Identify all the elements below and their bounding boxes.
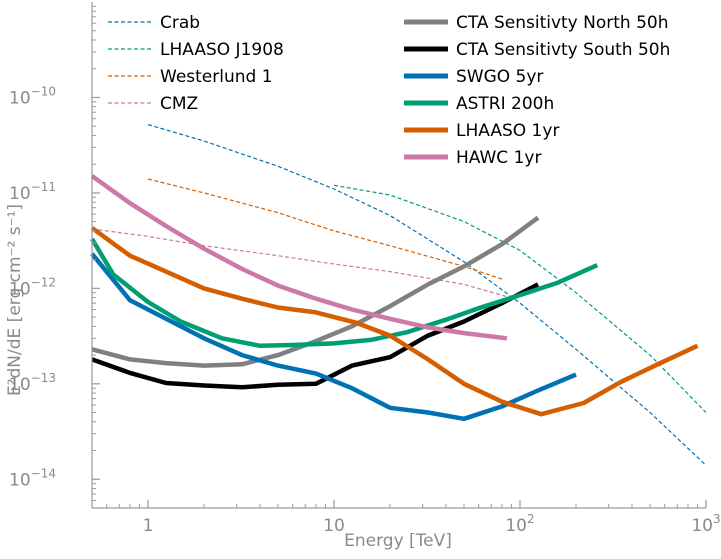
legend: Crab LHAASO J1908 Westerlund 1 CMZ CTA Sensi… bbox=[108, 13, 670, 168]
series-line-cmz bbox=[91, 228, 508, 298]
legend-label-westerlund-1: Westerlund 1 bbox=[160, 67, 273, 87]
legend-label-astri-200h: ASTRI 200h bbox=[456, 94, 554, 114]
series-line-swgo-5yr bbox=[90, 252, 577, 422]
x-tick-label: 103 bbox=[691, 512, 720, 536]
legend-label-cta-sensitivty-north-50h: CTA Sensitivty North 50h bbox=[456, 13, 669, 33]
legend-label-swgo-5yr: SWGO 5yr bbox=[456, 67, 543, 87]
legend-label-crab: Crab bbox=[160, 13, 200, 33]
plot-area bbox=[92, 2, 706, 508]
series-line-hawc-1yr bbox=[90, 174, 508, 341]
legend-label-lhaaso-j1908: LHAASO J1908 bbox=[160, 40, 284, 60]
x-tick-label: 1 bbox=[143, 516, 154, 536]
ticks-group: 1 10 102 103 10−14 10−13 10−12 10−11 10−10 bbox=[9, 5, 721, 536]
legend-label-lhaaso-1yr: LHAASO 1yr bbox=[456, 121, 559, 141]
series-line-lhaaso-1yr bbox=[90, 226, 699, 417]
series-group bbox=[90, 124, 707, 466]
y-axis-label: E²dN/dE [erg cm⁻² s⁻¹] bbox=[5, 204, 25, 396]
y-tick-label: 10−12 bbox=[9, 275, 56, 299]
axes-group bbox=[91, 2, 706, 509]
series-line-cta-sensitivty-north-50h bbox=[91, 215, 540, 368]
series-line-lhaaso-j1908 bbox=[333, 184, 707, 413]
x-tick-label: 102 bbox=[505, 512, 534, 536]
plot-background bbox=[92, 2, 706, 508]
y-tick-label: 10−11 bbox=[9, 180, 56, 204]
legend-label-hawc-1yr: HAWC 1yr bbox=[456, 148, 541, 168]
y-tick-label: 10−14 bbox=[9, 466, 56, 490]
y-tick-label: 10−13 bbox=[9, 371, 56, 395]
series-line-astri-200h bbox=[90, 237, 599, 349]
legend-label-cmz: CMZ bbox=[160, 94, 198, 114]
y-tick-label: 10−10 bbox=[9, 84, 56, 108]
x-axis-label: Energy [TeV] bbox=[344, 531, 452, 551]
series-line-cta-sensitivty-south-50h bbox=[91, 282, 540, 390]
series-line-crab bbox=[147, 124, 707, 466]
legend-label-cta-sensitivty-south-50h: CTA Sensitivty South 50h bbox=[456, 40, 670, 60]
x-tick-label: 10 bbox=[323, 516, 345, 536]
